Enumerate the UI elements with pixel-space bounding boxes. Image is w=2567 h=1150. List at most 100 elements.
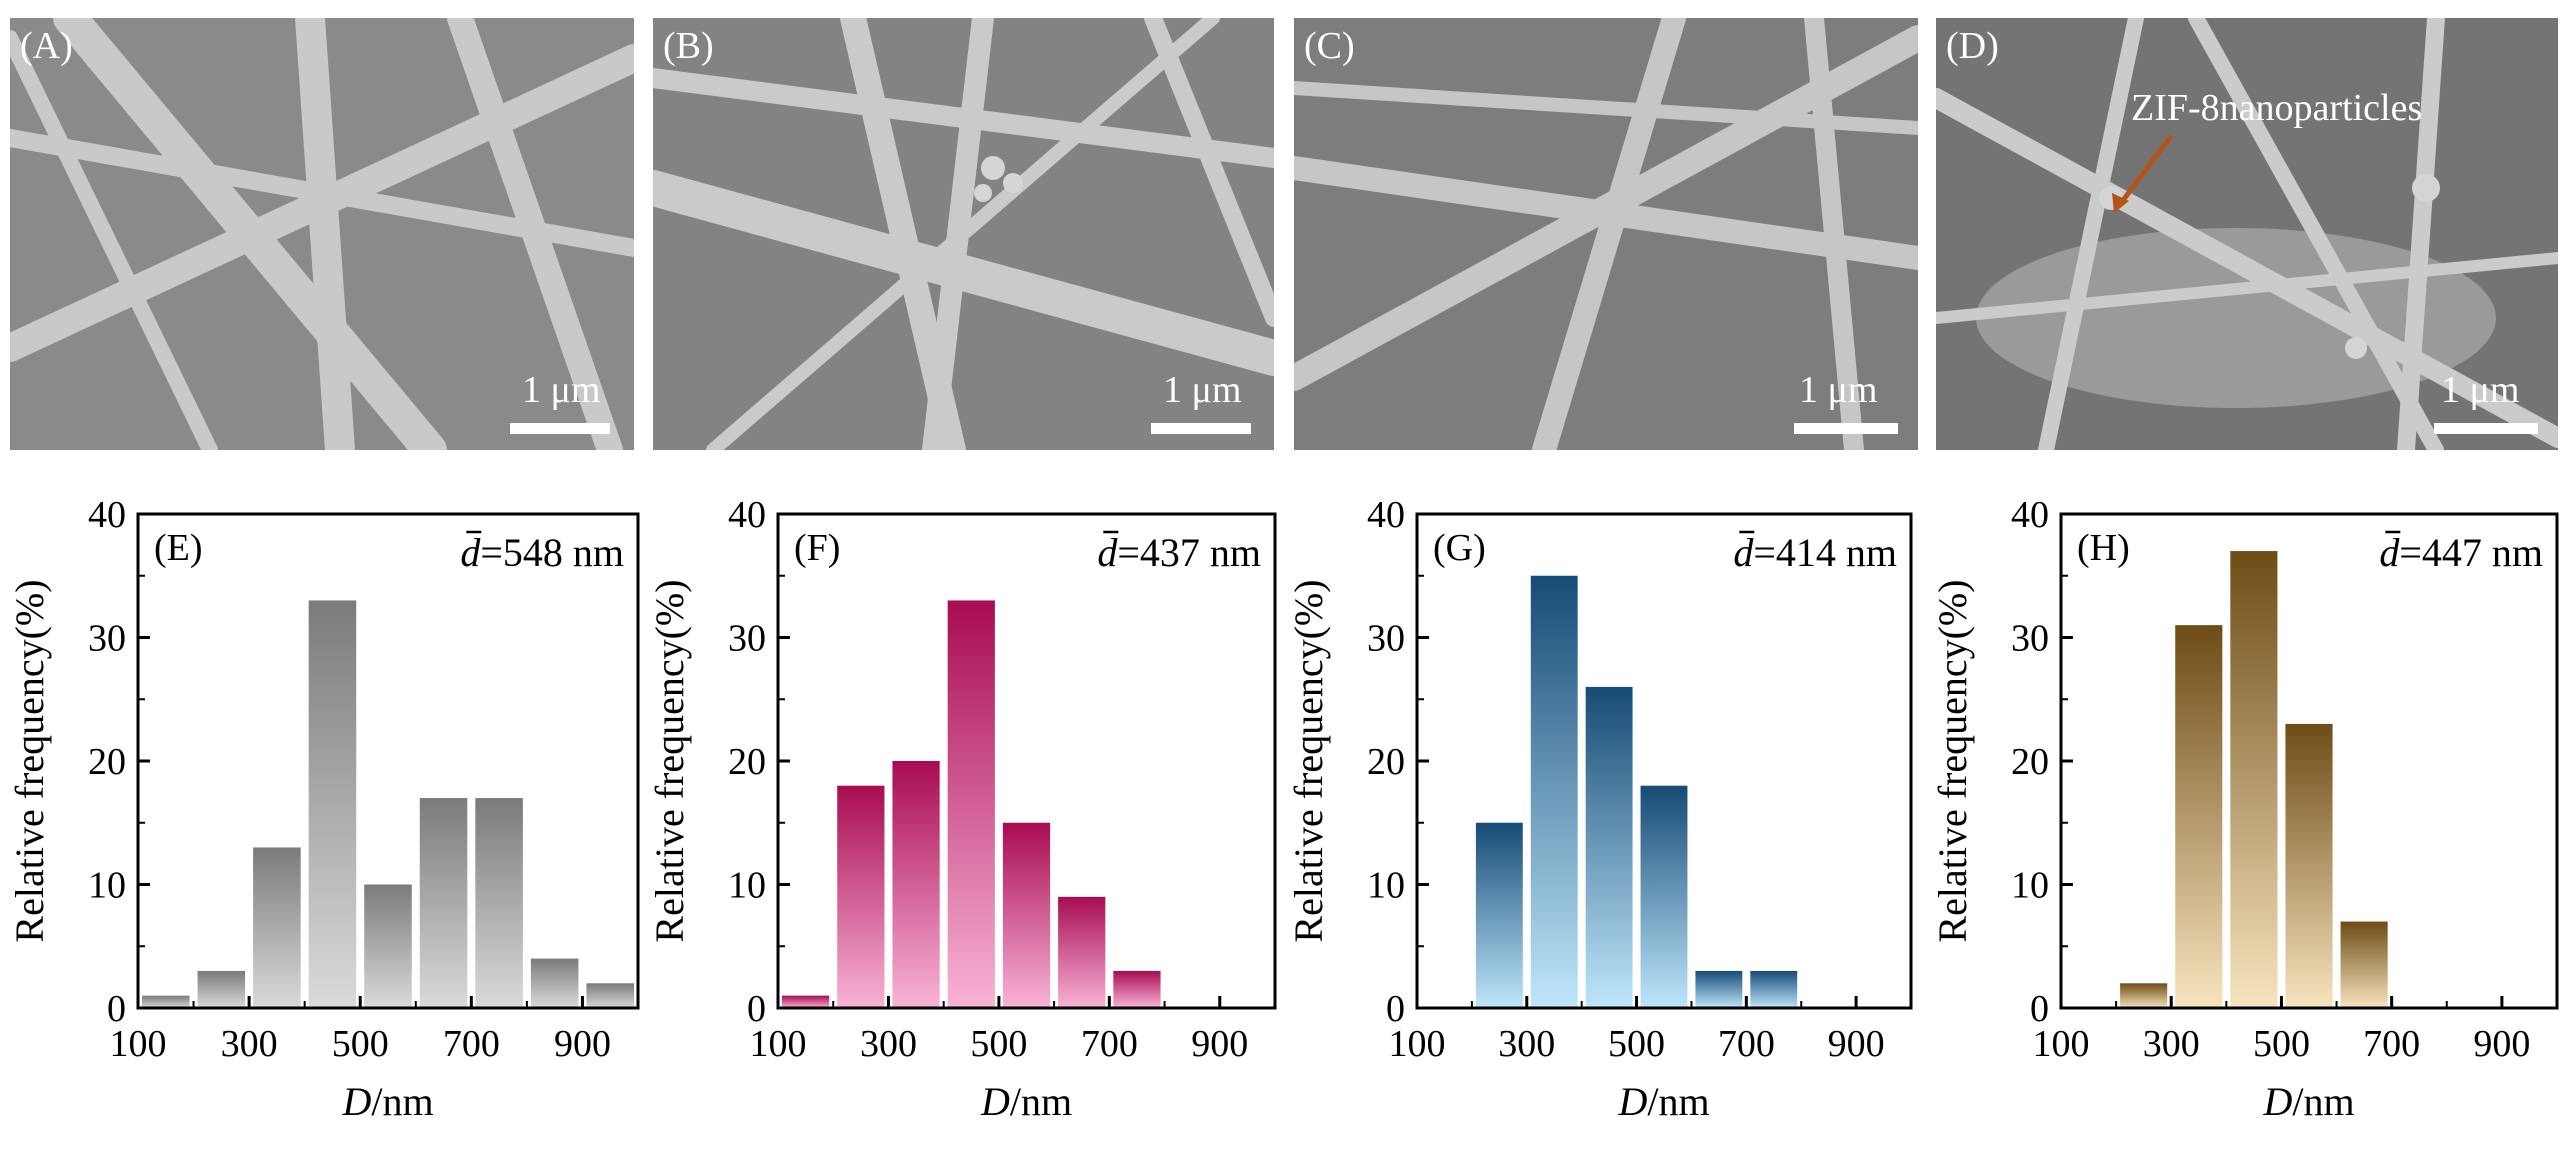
bar — [530, 958, 579, 1008]
histogram-h: 0 10 20 30 40 100 300 500 700 900 D/nm Relative fre… — [1930, 494, 2559, 1124]
bar — [142, 995, 190, 1008]
bar — [308, 600, 357, 1008]
y-axis-label: Relative frequency(%) — [7, 579, 52, 942]
bar — [197, 970, 246, 1008]
x-tick-label: 700 — [443, 1023, 500, 1065]
x-tick-label: 500 — [332, 1023, 389, 1065]
bar — [1585, 686, 1633, 1008]
scale-text-b: 1 μm — [1163, 369, 1242, 411]
y-tick-label: 20 — [1367, 741, 1405, 783]
panel-label-b: (B) — [663, 25, 714, 67]
sem-image-a: (A) 1 μm — [10, 18, 634, 450]
y-tick-label: 0 — [747, 988, 766, 1030]
y-tick-label: 30 — [88, 618, 126, 660]
scale-text-d: 1 μm — [2441, 369, 2520, 411]
y-axis-label: Relative frequency(%) — [1930, 579, 1975, 942]
y-tick-label: 10 — [2011, 865, 2049, 907]
bar — [837, 785, 885, 1008]
x-tick-label: 500 — [2253, 1023, 2310, 1065]
mean-diameter-label: d=414 nm — [1733, 530, 1897, 575]
bar — [782, 995, 830, 1008]
x-tick-label: 500 — [1608, 1023, 1665, 1065]
bar — [1750, 970, 1798, 1008]
y-tick-label: 40 — [1367, 494, 1405, 536]
x-tick-label: 500 — [970, 1023, 1027, 1065]
x-tick-label: 100 — [750, 1023, 807, 1065]
histogram-e: 0 10 20 30 40 100 300 500 700 900 D/nm Relative fre… — [7, 494, 640, 1124]
y-tick-label: 20 — [2011, 741, 2049, 783]
x-axis-label: D/nm — [1617, 1079, 1709, 1124]
bar — [1695, 970, 1743, 1008]
panel-label-e: (E) — [154, 527, 203, 569]
scale-text-c: 1 μm — [1799, 369, 1878, 411]
x-axis-label: D/nm — [980, 1079, 1072, 1124]
x-tick-label: 900 — [1191, 1023, 1248, 1065]
panel-label-c: (C) — [1304, 25, 1355, 67]
bar — [1002, 822, 1051, 1008]
x-tick-label: 700 — [2363, 1023, 2420, 1065]
y-tick-label: 20 — [88, 741, 126, 783]
histogram-g: 0 10 20 30 40 100 300 500 700 900 D/nm Relative fre… — [1286, 494, 1913, 1124]
y-tick-label: 30 — [1367, 618, 1405, 660]
y-tick-label: 10 — [88, 865, 126, 907]
y-tick-label: 40 — [728, 494, 766, 536]
bar — [586, 983, 634, 1008]
mean-diameter-label: d=548 nm — [460, 530, 624, 575]
bar — [253, 847, 301, 1008]
x-tick-label: 900 — [554, 1023, 611, 1065]
bar — [1058, 896, 1106, 1008]
x-tick-label: 100 — [2033, 1023, 2090, 1065]
annotation-arrow — [2118, 134, 2174, 205]
mean-diameter-label: d=447 nm — [2379, 530, 2543, 575]
x-tick-label: 300 — [1498, 1023, 1555, 1065]
mean-diameter-label: d=437 nm — [1097, 530, 1261, 575]
bar — [364, 884, 412, 1008]
fiber-texture — [10, 18, 634, 450]
panel-label-a: (A) — [20, 25, 73, 67]
annotation-zif8: ZIF-8nanoparticles — [2131, 87, 2423, 129]
panel-label-g: (G) — [1433, 527, 1486, 569]
x-tick-label: 300 — [221, 1023, 278, 1065]
y-tick-label: 20 — [728, 741, 766, 783]
bar — [2285, 723, 2333, 1008]
scale-bar-b — [1151, 423, 1251, 434]
scale-bar-c — [1794, 423, 1898, 434]
scale-text-a: 1 μm — [522, 369, 601, 411]
x-axis-label: D/nm — [341, 1079, 433, 1124]
bar — [419, 798, 468, 1008]
y-axis-label: Relative frequency(%) — [1286, 579, 1331, 942]
fiber-texture — [1936, 18, 2558, 450]
fiber-texture — [653, 18, 1274, 450]
y-tick-label: 40 — [2011, 494, 2049, 536]
bar — [1475, 822, 1523, 1008]
x-tick-label: 700 — [1718, 1023, 1775, 1065]
scale-bar-a — [510, 423, 610, 434]
x-tick-label: 300 — [860, 1023, 917, 1065]
y-tick-label: 40 — [88, 494, 126, 536]
panel-label-h: (H) — [2077, 527, 2130, 569]
bar — [1640, 785, 1688, 1008]
y-tick-label: 30 — [2011, 618, 2049, 660]
bar — [892, 761, 940, 1008]
bar — [2230, 551, 2278, 1008]
x-tick-label: 100 — [110, 1023, 167, 1065]
y-tick-label: 0 — [107, 988, 126, 1030]
bar — [2175, 625, 2223, 1008]
x-tick-label: 100 — [1389, 1023, 1446, 1065]
y-tick-label: 10 — [728, 865, 766, 907]
sem-image-b: (B) 1 μm — [653, 18, 1274, 450]
bar — [2340, 921, 2388, 1008]
scale-bar-d — [2434, 423, 2538, 434]
bar — [947, 600, 995, 1008]
fiber-texture — [1294, 18, 1918, 450]
sem-image-d: (D) ZIF-8nanoparticles 1 μm — [1936, 18, 2558, 450]
x-tick-label: 900 — [2473, 1023, 2530, 1065]
y-tick-label: 0 — [2030, 988, 2049, 1030]
y-tick-label: 0 — [1386, 988, 1405, 1030]
x-axis-label: D/nm — [2262, 1079, 2354, 1124]
y-axis-label: Relative frequency(%) — [647, 579, 692, 942]
x-tick-label: 900 — [1828, 1023, 1885, 1065]
bar — [1113, 970, 1161, 1008]
histogram-f: 0 10 20 30 40 100 300 500 700 900 D/nm Relative fre… — [647, 494, 1277, 1124]
